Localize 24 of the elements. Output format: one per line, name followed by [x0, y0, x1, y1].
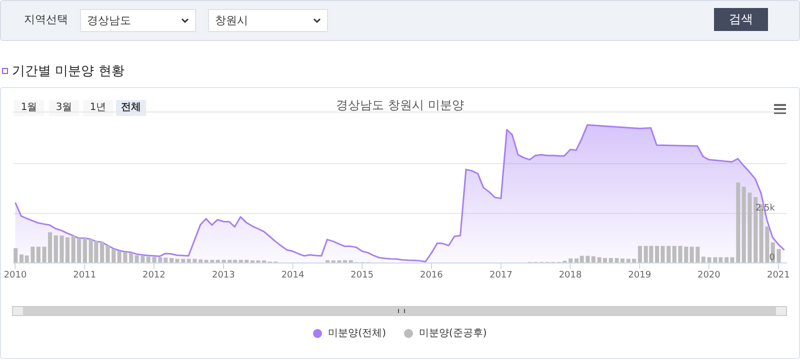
annotation: 전체: [116, 100, 146, 116]
chart-title: 경상남도 창원시 미분양: [336, 98, 464, 112]
dropdown-field: 경상남도: [80, 9, 196, 32]
x-tick-label: 2013: [212, 270, 235, 280]
dropdown-field: 창원시: [208, 9, 328, 32]
x-tick-label: 2018: [558, 270, 582, 280]
legend-label: 미분양(전체): [328, 327, 386, 340]
annotation: 3월: [49, 100, 79, 116]
annotation: 1월: [14, 100, 44, 116]
x-tick-label: 2011: [73, 270, 96, 280]
x-tick-label: 2020: [697, 270, 721, 280]
x-tick-label: 2021: [767, 270, 790, 280]
annotation: 1년: [83, 100, 113, 116]
x-tick-label: 2017: [490, 270, 512, 280]
x-tick-label: 2014: [281, 270, 305, 280]
search-button: 검색: [714, 8, 768, 31]
text: 지역선택: [24, 12, 68, 27]
x-tick-label: 2019: [628, 270, 652, 280]
x-tick-label: 2010: [4, 270, 28, 280]
x-tick-label: 2012: [142, 270, 166, 280]
x-tick-label: 2015: [350, 270, 374, 280]
text: 기간별 미분양 현황: [12, 63, 124, 80]
x-tick-label: 2016: [420, 270, 444, 280]
legend-label: 미분양(준공후): [419, 327, 487, 340]
